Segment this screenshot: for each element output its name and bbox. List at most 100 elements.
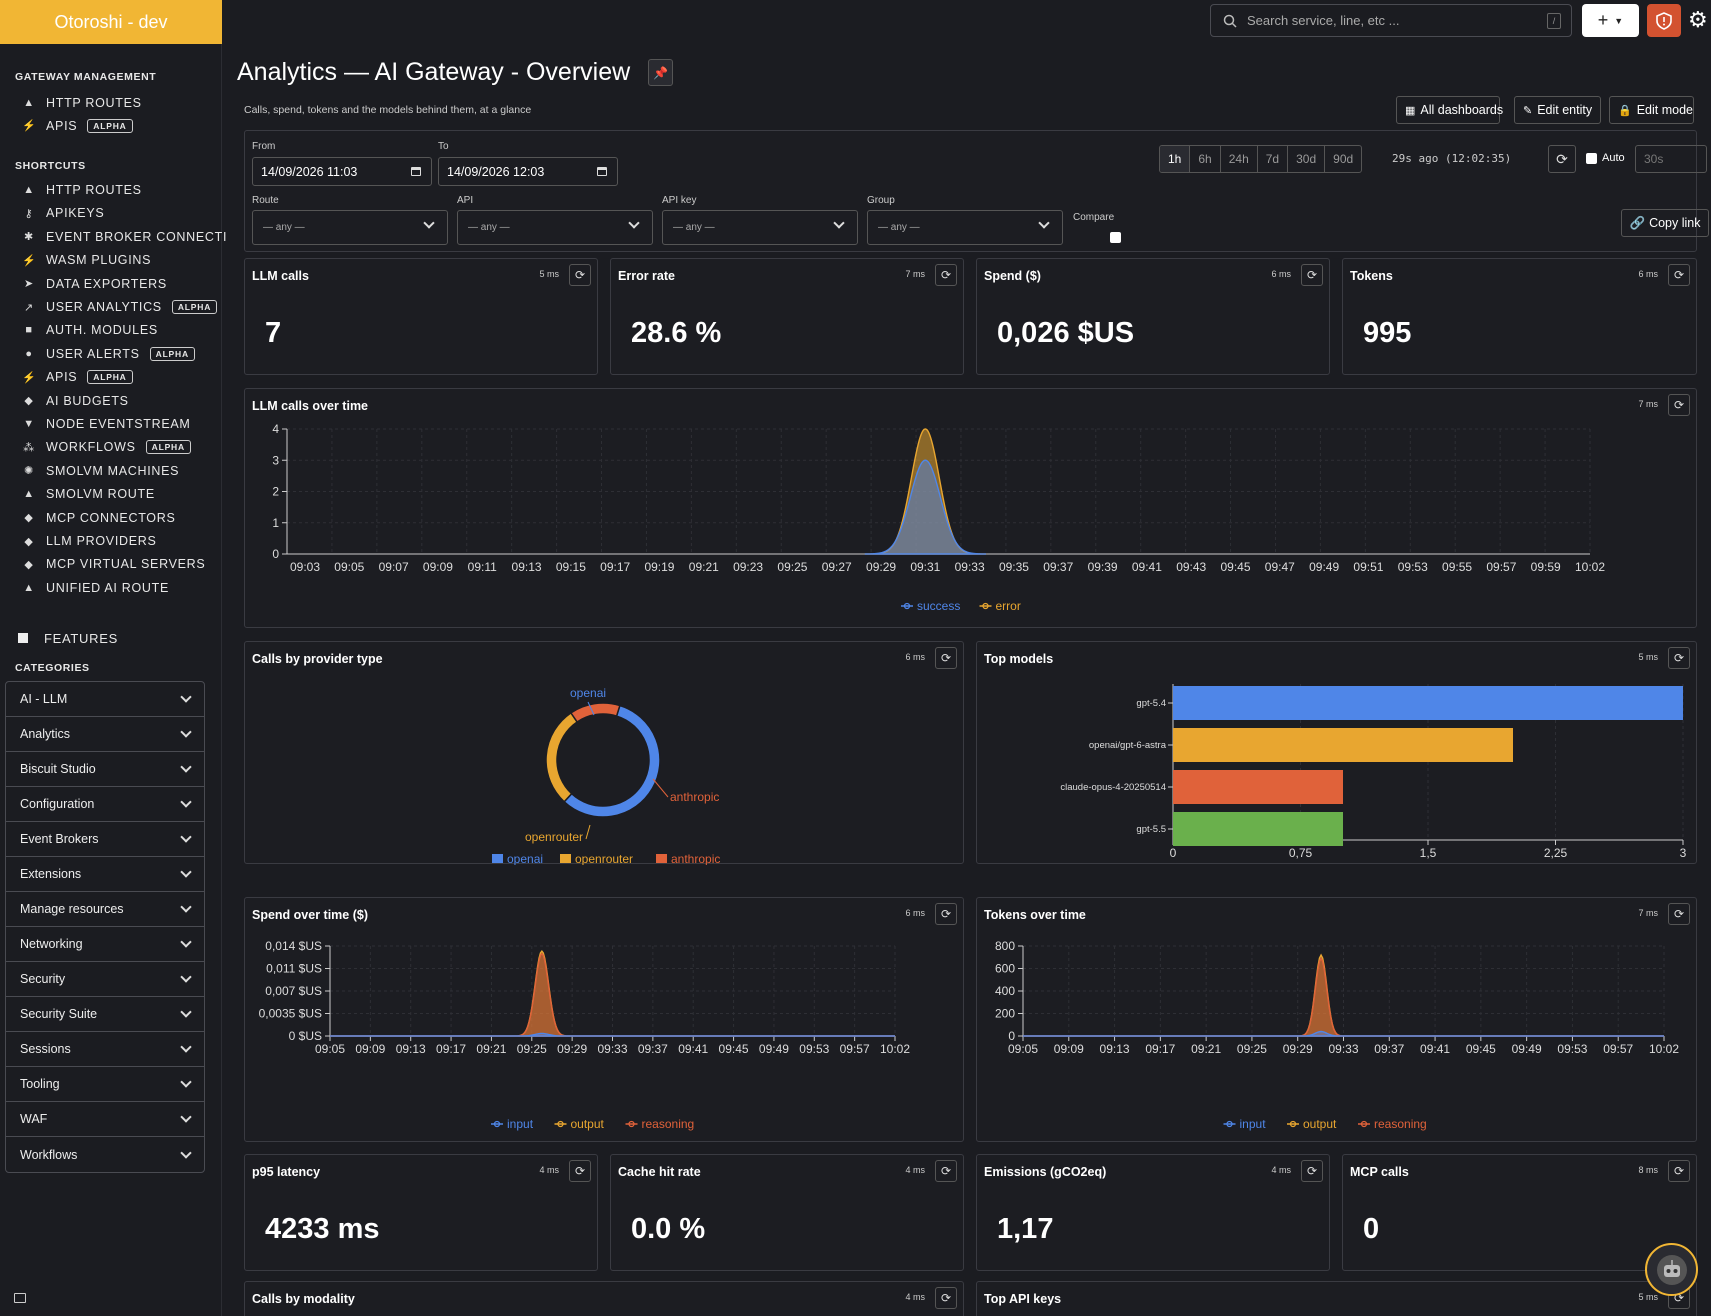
pie-label: anthropic bbox=[670, 790, 719, 804]
card-refresh-button[interactable]: ⟳ bbox=[1668, 647, 1690, 669]
sidebar-item-smolvm-route[interactable]: ▲ SMOLVM ROUTE bbox=[22, 484, 155, 504]
bar-gpt-5.5[interactable] bbox=[1173, 812, 1343, 846]
pie-slice-openrouter[interactable] bbox=[545, 711, 579, 803]
settings-gear-icon[interactable]: ⚙ bbox=[1688, 7, 1708, 32]
sidebar-item-ai-budgets[interactable]: ◆ AI BUDGETS bbox=[22, 391, 129, 411]
sidebar-item-wasm-plugins[interactable]: ⚡ WASM PLUGINS bbox=[22, 250, 151, 270]
pie-slice-openai[interactable] bbox=[563, 704, 661, 818]
sidebar-item-apis[interactable]: ⚡ APIS ALPHA bbox=[22, 367, 133, 387]
range-1h[interactable]: 1h bbox=[1160, 146, 1191, 172]
search-input[interactable]: Search service, line, etc ... / bbox=[1210, 4, 1572, 37]
card-refresh-button[interactable]: ⟳ bbox=[1668, 394, 1690, 416]
card-refresh-button[interactable]: ⟳ bbox=[935, 1287, 957, 1309]
category-sessions[interactable]: Sessions bbox=[6, 1032, 204, 1067]
category-biscuit-studio[interactable]: Biscuit Studio bbox=[6, 752, 204, 787]
sidebar-item-features[interactable]: FEATURES bbox=[18, 628, 118, 648]
card-refresh-button[interactable]: ⟳ bbox=[1668, 264, 1690, 286]
x-tick-label: 1,5 bbox=[1420, 846, 1437, 860]
sidebar-item-http-routes[interactable]: ▲ HTTP ROUTES bbox=[22, 180, 142, 200]
category-security[interactable]: Security bbox=[6, 962, 204, 997]
card-refresh-button[interactable]: ⟳ bbox=[1668, 903, 1690, 925]
sidebar-item-data-exporters[interactable]: ➤ DATA EXPORTERS bbox=[22, 274, 167, 294]
range-24h[interactable]: 24h bbox=[1221, 146, 1258, 172]
refresh-icon: ⟳ bbox=[940, 268, 952, 282]
card-refresh-button[interactable]: ⟳ bbox=[569, 264, 591, 286]
compare-checkbox[interactable] bbox=[1110, 232, 1121, 243]
chevron-down-icon bbox=[180, 831, 192, 843]
category-label: Workflows bbox=[20, 1147, 78, 1162]
bar-claude-opus-4-20250514[interactable] bbox=[1173, 770, 1343, 804]
sidebar-item-apikeys[interactable]: ⚷ APIKEYS bbox=[22, 203, 104, 223]
sidebar-item-auth-modules[interactable]: ■ AUTH. MODULES bbox=[22, 320, 158, 340]
range-6h[interactable]: 6h bbox=[1190, 146, 1221, 172]
category-workflows[interactable]: Workflows bbox=[6, 1137, 204, 1172]
auto-checkbox[interactable] bbox=[1586, 152, 1597, 164]
sidebar-item-user-analytics[interactable]: ↗ USER ANALYTICS ALPHA bbox=[22, 297, 218, 317]
sidebar-item-apis[interactable]: ⚡ APIS ALPHA bbox=[22, 116, 133, 136]
category-networking[interactable]: Networking bbox=[6, 927, 204, 962]
security-button[interactable] bbox=[1647, 4, 1681, 37]
sidebar-item-user-alerts[interactable]: ● USER ALERTS ALPHA bbox=[22, 344, 195, 364]
api-select[interactable]: — any — bbox=[457, 210, 653, 245]
sidebar-toggle-icon[interactable] bbox=[14, 1293, 26, 1303]
category-ai-llm[interactable]: AI - LLM bbox=[6, 682, 204, 717]
brand-logo[interactable]: Otoroshi - dev bbox=[0, 0, 222, 44]
refresh-button[interactable]: ⟳ bbox=[1548, 145, 1576, 173]
sidebar-item-llm-providers[interactable]: ◆ LLM PROVIDERS bbox=[22, 531, 157, 551]
card-refresh-button[interactable]: ⟳ bbox=[1301, 1160, 1323, 1182]
card-refresh-button[interactable]: ⟳ bbox=[1668, 1160, 1690, 1182]
edit-mode-button[interactable]: 🔒 Edit mode bbox=[1609, 96, 1694, 124]
categories-list: AI - LLM Analytics Biscuit Studio Configura… bbox=[5, 681, 205, 1173]
to-date-input[interactable]: 14/09/2026 12:03 bbox=[438, 157, 618, 186]
card-refresh-button[interactable]: ⟳ bbox=[569, 1160, 591, 1182]
category-security-suite[interactable]: Security Suite bbox=[6, 997, 204, 1032]
edit-entity-button[interactable]: ✎ Edit entity bbox=[1514, 96, 1601, 124]
category-label: Extensions bbox=[20, 867, 82, 881]
auto-refresh-toggle[interactable]: Auto bbox=[1586, 152, 1625, 164]
sidebar-item-unified-ai-route[interactable]: ▲ UNIFIED AI ROUTE bbox=[22, 578, 169, 598]
pie-slice-anthropic[interactable] bbox=[569, 702, 621, 724]
all-dashboards-button[interactable]: ▦ All dashboards bbox=[1396, 96, 1503, 124]
category-configuration[interactable]: Configuration bbox=[6, 787, 204, 822]
sidebar-item-mcp-connectors[interactable]: ◆ MCP CONNECTORS bbox=[22, 508, 176, 528]
card-refresh-button[interactable]: ⟳ bbox=[935, 903, 957, 925]
sidebar-item-workflows[interactable]: ⁂ WORKFLOWS ALPHA bbox=[22, 437, 191, 457]
pin-button[interactable]: 📌 bbox=[648, 59, 673, 86]
range-90d[interactable]: 90d bbox=[1333, 152, 1354, 166]
bar-gpt-5.4[interactable] bbox=[1173, 686, 1683, 720]
apikey-select[interactable]: — any — bbox=[662, 210, 858, 245]
card-refresh-button[interactable]: ⟳ bbox=[935, 264, 957, 286]
sidebar-item-mcp-virtual-servers[interactable]: ◆ MCP VIRTUAL SERVERS bbox=[22, 554, 205, 574]
category-tooling[interactable]: Tooling bbox=[6, 1067, 204, 1102]
add-button[interactable]: + ▼ bbox=[1582, 4, 1639, 37]
sidebar-item-smolvm-machines[interactable]: ✺ SMOLVM MACHINES bbox=[22, 461, 179, 481]
interval-input[interactable]: 30s bbox=[1635, 145, 1707, 173]
bar-openai/gpt-6-astra[interactable] bbox=[1173, 728, 1513, 762]
route-select[interactable]: — any — bbox=[252, 210, 448, 245]
category-extensions[interactable]: Extensions bbox=[6, 857, 204, 892]
sidebar-item-http-routes[interactable]: ▲ HTTP ROUTES bbox=[22, 93, 142, 113]
x-tick-label: 09:41 bbox=[678, 1042, 708, 1056]
from-date-input[interactable]: 14/09/2026 11:03 bbox=[252, 157, 432, 186]
x-tick-label: 09:43 bbox=[1176, 560, 1206, 574]
x-tick-label: 09:09 bbox=[1054, 1042, 1084, 1056]
alpha-badge: ALPHA bbox=[149, 346, 195, 361]
shield-icon bbox=[1656, 11, 1672, 30]
sidebar-item-node-eventstream[interactable]: ▼ NODE EVENTSTREAM bbox=[22, 414, 191, 434]
card-refresh-button[interactable]: ⟳ bbox=[1301, 264, 1323, 286]
copy-link-button[interactable]: 🔗 Copy link bbox=[1621, 209, 1709, 237]
spend-over-time-card: Spend over time ($) 6 ms ⟳ 0 $US 0,0035 $US 0… bbox=[244, 897, 964, 1142]
category-event-brokers[interactable]: Event Brokers bbox=[6, 822, 204, 857]
group-select[interactable]: — any — bbox=[867, 210, 1063, 245]
range-30d[interactable]: 30d bbox=[1288, 146, 1326, 172]
category-waf[interactable]: WAF bbox=[6, 1102, 204, 1137]
x-tick-label: 09:31 bbox=[910, 560, 940, 574]
category-manage-resources[interactable]: Manage resources bbox=[6, 892, 204, 927]
card-refresh-button[interactable]: ⟳ bbox=[935, 647, 957, 669]
range-7d[interactable]: 7d bbox=[1258, 146, 1289, 172]
card-refresh-button[interactable]: ⟳ bbox=[935, 1160, 957, 1182]
sidebar-item-event-broker-connecti[interactable]: ✱ EVENT BROKER CONNECTI bbox=[22, 227, 227, 247]
category-analytics[interactable]: Analytics bbox=[6, 717, 204, 752]
assistant-avatar-button[interactable] bbox=[1645, 1243, 1698, 1296]
route-label: Route bbox=[252, 195, 279, 206]
